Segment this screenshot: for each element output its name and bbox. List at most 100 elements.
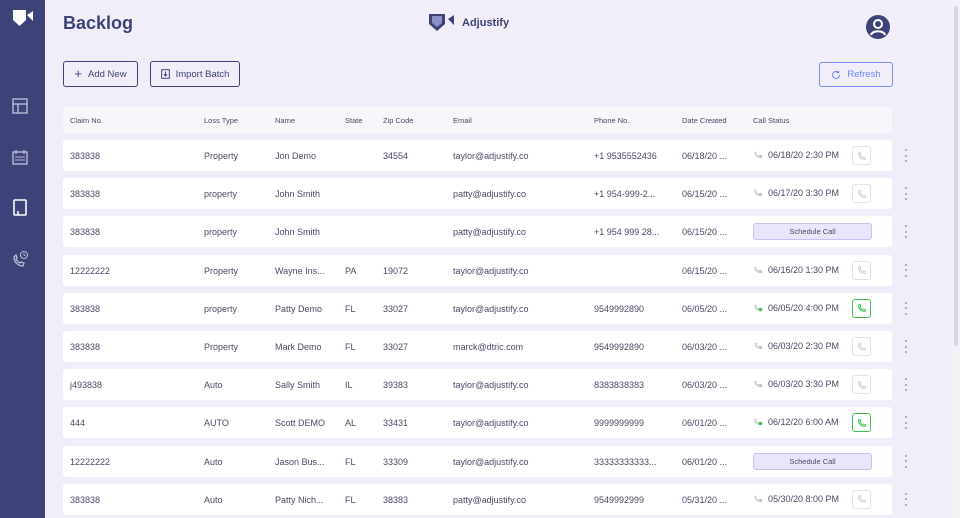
refresh-button[interactable]: Refresh — [819, 62, 893, 87]
table-row[interactable]: 383838 property Patty Demo FL 33027 taylor@ad… — [63, 292, 907, 324]
schedule-call-button[interactable]: Schedule Call — [753, 223, 872, 241]
more-options-icon[interactable] — [904, 263, 908, 277]
call-button[interactable] — [852, 146, 871, 165]
column-header-loss[interactable]: Loss Type — [204, 116, 239, 125]
cell-zip: 33431 — [383, 418, 409, 429]
cell-email: marck@dtric.com — [453, 342, 524, 352]
cell-loss-type: property — [204, 189, 238, 200]
call-button[interactable] — [852, 184, 871, 204]
table-row[interactable]: 383838 Auto Patty Nich... FL 38383 patty@adju… — [63, 483, 907, 515]
phone-icon — [857, 265, 866, 275]
table-row[interactable]: 383838 property John Smith patty@adjustify.… — [63, 216, 907, 248]
call-status: 06/12/20 6:00 AM — [753, 416, 839, 428]
call-status-time: 06/05/20 4:00 PM — [768, 302, 840, 313]
cell-phone: 8383838383 — [594, 380, 645, 391]
cell-zip: 38383 — [383, 494, 409, 505]
column-header-claim[interactable]: Claim No. — [70, 116, 103, 125]
call-status-time: 06/03/20 2:30 PM — [768, 341, 840, 351]
table-row[interactable]: 12222222 Property Wayne Ins... PA 19072 taylo… — [63, 254, 907, 286]
call-button[interactable] — [852, 337, 871, 356]
import-batch-button[interactable]: Import Batch — [150, 61, 240, 87]
cell-date-created: 06/15/20 ... — [682, 189, 728, 200]
phone-history-icon[interactable] — [10, 249, 30, 269]
cell-phone: 9549992999 — [594, 494, 645, 505]
call-status-time: 06/03/20 3:30 PM — [768, 379, 840, 390]
call-button[interactable] — [852, 413, 871, 433]
table-row[interactable]: 444 AUTO Scott DEMO AL 33431 taylor@adjustify… — [63, 407, 907, 439]
cell-claim: 444 — [70, 418, 86, 429]
cell-zip: 33027 — [383, 303, 409, 314]
brand-logo-icon — [429, 14, 454, 31]
column-header-state[interactable]: State — [345, 116, 363, 125]
more-options-icon[interactable] — [904, 416, 908, 430]
call-button[interactable] — [852, 489, 871, 509]
call-status: 06/05/20 4:00 PM — [753, 302, 839, 314]
column-header-status[interactable]: Call Status — [753, 116, 790, 125]
cell-claim: 383838 — [70, 151, 101, 161]
cell-email: patty@adjustify.co — [453, 189, 527, 200]
phone-icon — [857, 342, 866, 351]
page-title: Backlog — [63, 13, 134, 33]
cell-name: Scott DEMO — [275, 418, 326, 429]
call-button[interactable] — [852, 298, 871, 318]
phone-icon — [857, 151, 866, 160]
cell-date-created: 06/01/20 ... — [682, 418, 728, 429]
column-header-created[interactable]: Date Created — [682, 116, 727, 125]
phone-icon — [857, 304, 866, 313]
column-header-phone[interactable]: Phone No. — [594, 116, 630, 125]
cell-loss-type: Auto — [204, 380, 223, 391]
call-button[interactable] — [852, 260, 871, 280]
table-row[interactable]: j493838 Auto Sally Smith IL 39383 taylor@adju… — [63, 369, 907, 401]
brand: Adjustify — [428, 12, 509, 34]
cell-state: PA — [345, 265, 357, 276]
scrollbar-thumb[interactable] — [954, 6, 958, 346]
cell-email: taylor@adjustify.co — [453, 303, 529, 314]
table-row[interactable]: 383838 Property Mark Demo FL 33027 marck@dtri… — [63, 331, 907, 362]
cell-state: FL — [345, 342, 356, 352]
phone-icon — [857, 380, 866, 389]
scrollbar[interactable] — [952, 0, 960, 518]
more-options-icon[interactable] — [904, 492, 908, 506]
call-button[interactable] — [852, 375, 871, 395]
phone-scheduled-icon — [753, 264, 763, 276]
cell-email: taylor@adjustify.co — [453, 265, 529, 276]
more-options-icon[interactable] — [904, 301, 908, 315]
document-icon[interactable] — [10, 198, 30, 218]
column-header-zip[interactable]: Zip Code — [383, 116, 414, 125]
table-row[interactable]: 383838 property John Smith patty@adjustify.… — [63, 178, 907, 210]
more-options-icon[interactable] — [904, 187, 908, 201]
cell-loss-type: AUTO — [204, 418, 229, 429]
more-options-icon[interactable] — [904, 454, 908, 468]
more-options-icon[interactable] — [904, 340, 908, 353]
call-status-time: 06/18/20 2:30 PM — [768, 150, 840, 160]
more-options-icon[interactable] — [904, 225, 908, 239]
cell-claim: 12222222 — [70, 265, 111, 276]
refresh-label: Refresh — [847, 69, 881, 80]
plus-icon: + — [74, 66, 83, 81]
cell-zip: 39383 — [383, 380, 409, 391]
calendar-icon[interactable] — [10, 147, 30, 167]
phone-scheduled-icon — [753, 416, 763, 428]
schedule-call-button[interactable]: Schedule Call — [753, 452, 872, 470]
call-status-time: 06/12/20 6:00 AM — [768, 417, 839, 428]
cell-phone: 33333333333... — [594, 456, 657, 467]
more-options-icon[interactable] — [904, 378, 908, 392]
cell-zip: 33027 — [383, 342, 409, 352]
add-new-button[interactable]: + Add New — [63, 61, 138, 87]
table-row[interactable]: 12222222 Auto Jason Bus... FL 33309 taylor@ad… — [63, 445, 907, 477]
cell-phone: 9549992890 — [594, 303, 645, 314]
table-icon[interactable] — [10, 96, 30, 116]
cell-loss-type: Property — [204, 151, 239, 161]
column-header-name[interactable]: Name — [275, 116, 296, 125]
phone-scheduled-icon — [753, 187, 763, 199]
cell-phone: +1 954-999-2... — [594, 189, 656, 200]
import-batch-label: Import Batch — [175, 68, 230, 80]
brand-name: Adjustify — [462, 17, 510, 29]
more-options-icon[interactable] — [904, 149, 908, 162]
table-row[interactable]: 383838 Property Jon Demo 34554 taylor@adjust… — [63, 140, 907, 171]
avatar[interactable] — [866, 15, 890, 39]
cell-email: patty@adjustify.co — [453, 227, 527, 238]
shield-logo-icon[interactable] — [11, 8, 35, 30]
cell-claim: 383838 — [70, 303, 101, 314]
column-header-email[interactable]: Email — [453, 116, 472, 125]
